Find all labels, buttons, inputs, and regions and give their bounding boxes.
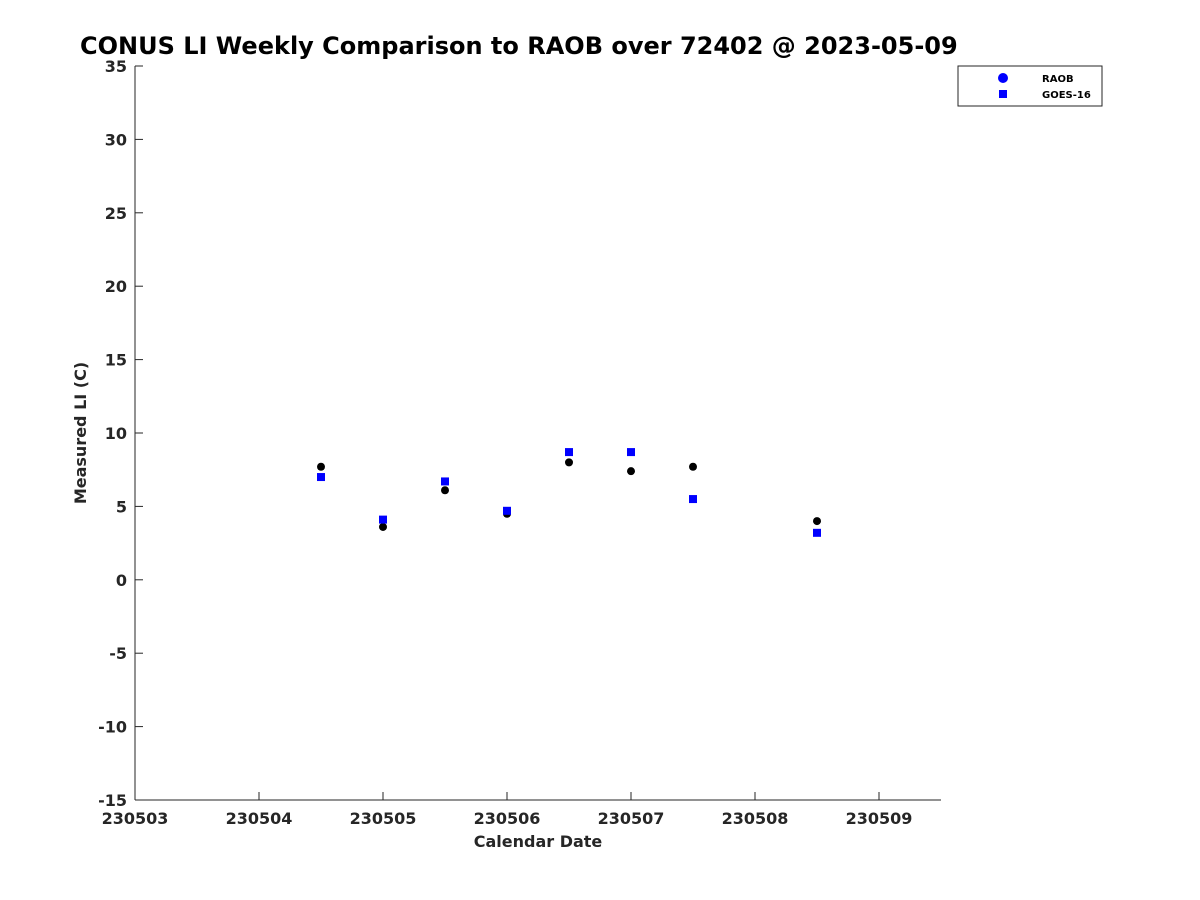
y-tick-label: 10	[105, 424, 127, 443]
x-tick-label: 230504	[226, 809, 293, 828]
legend-goes-16-marker	[999, 90, 1007, 98]
y-tick-label: 0	[116, 571, 127, 590]
y-ticks: -15 -10 -5 0 5 10 15 20 25 30 35	[98, 57, 143, 810]
chart-title: CONUS LI Weekly Comparison to RAOB over …	[80, 32, 958, 60]
data-points	[317, 448, 821, 537]
y-tick-label: 15	[105, 351, 127, 370]
legend: RAOB GOES-16	[957, 65, 1103, 107]
y-tick-label: 30	[105, 130, 127, 149]
legend-raob-marker	[998, 73, 1008, 83]
goes-16-point	[379, 515, 387, 524]
x-tick-label: 230508	[722, 809, 789, 828]
legend-raob-label: RAOB	[1042, 74, 1074, 85]
raob-point	[441, 486, 449, 495]
goes-16-point	[317, 473, 325, 482]
goes-16-point	[441, 477, 449, 486]
goes-16-point	[503, 506, 511, 515]
y-tick-label: -15	[98, 791, 127, 810]
raob-point	[689, 462, 697, 471]
raob-point	[813, 517, 821, 526]
goes-16-point	[689, 495, 697, 504]
x-ticks: 230503 230504 230505 230506 230507 230508 2305…	[102, 792, 913, 828]
raob-point	[379, 522, 387, 531]
x-tick-label: 230503	[102, 809, 169, 828]
goes-16-point	[565, 448, 573, 457]
y-tick-label: -10	[98, 718, 127, 737]
goes-16-point	[813, 528, 821, 537]
x-axis-label: Calendar Date	[474, 832, 603, 851]
x-tick-label: 230509	[846, 809, 913, 828]
raob-point	[317, 462, 325, 471]
y-tick-label: 35	[105, 57, 127, 76]
x-tick-label: 230507	[598, 809, 665, 828]
raob-point	[627, 467, 635, 476]
y-tick-label: -5	[109, 644, 127, 663]
raob-point	[565, 458, 573, 467]
y-tick-label: 20	[105, 277, 127, 296]
x-tick-label: 230505	[350, 809, 417, 828]
axes	[134, 66, 941, 801]
x-tick-label: 230506	[474, 809, 541, 828]
legend-box	[957, 65, 1103, 107]
y-tick-label: 25	[105, 204, 127, 223]
legend-goes-16-label: GOES-16	[1042, 90, 1091, 101]
y-axis-label: Measured LI (C)	[71, 362, 90, 504]
goes-16-point	[627, 448, 635, 457]
y-tick-label: 5	[116, 497, 127, 516]
